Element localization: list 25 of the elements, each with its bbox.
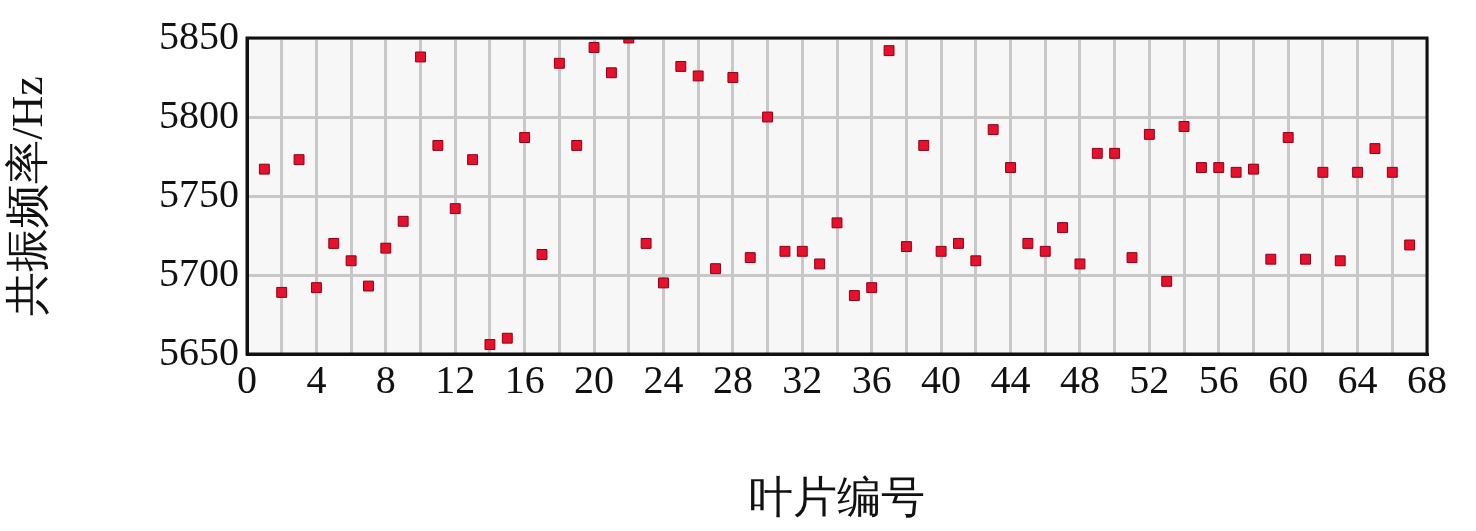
x-tick-label: 48 — [1059, 356, 1100, 402]
y-tick-label: 5650 — [159, 328, 239, 374]
x-tick-label: 64 — [1337, 356, 1378, 402]
x-tick-label: 36 — [851, 356, 892, 402]
y-tick-label: 5750 — [159, 170, 239, 216]
x-tick-label: 28 — [712, 356, 753, 402]
x-tick-label: 44 — [990, 356, 1031, 402]
x-tick-label: 4 — [306, 356, 327, 402]
x-tick-label: 20 — [574, 356, 615, 402]
x-axis-title: 叶片编号 — [749, 473, 925, 523]
x-tick-label: 40 — [921, 356, 962, 402]
x-tick-label: 0 — [237, 356, 257, 402]
y-tick-label: 5700 — [159, 249, 239, 295]
y-tick-label: 5850 — [159, 12, 239, 58]
x-tick-label: 24 — [643, 356, 684, 402]
x-tick-label: 16 — [504, 356, 545, 402]
x-tick-label: 12 — [435, 356, 476, 402]
x-tick-label: 32 — [782, 356, 823, 402]
x-tick-label: 56 — [1198, 356, 1239, 402]
y-axis-title: 共振频率/Hz — [2, 76, 52, 316]
x-tick-label: 68 — [1407, 356, 1447, 402]
x-tick-label: 52 — [1129, 356, 1170, 402]
x-tick-label: 8 — [375, 356, 396, 402]
y-tick-label: 5800 — [159, 91, 239, 137]
x-tick-label: 60 — [1268, 356, 1309, 402]
